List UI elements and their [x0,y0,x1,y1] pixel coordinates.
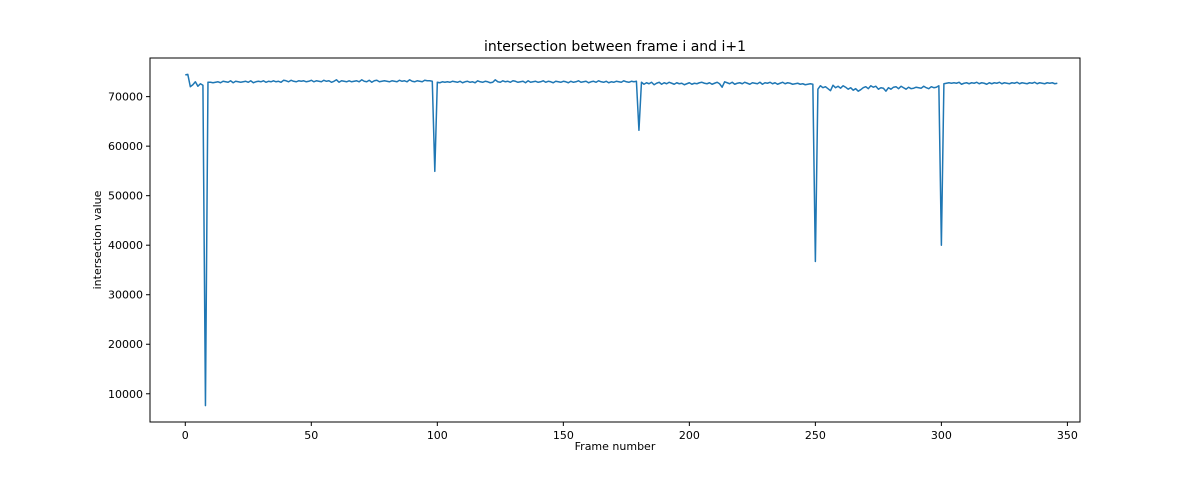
y-tick-label: 50000 [108,190,143,203]
x-tick-label: 100 [427,429,448,442]
series-line-0 [185,73,1058,407]
x-tick-label: 300 [931,429,952,442]
x-tick-label: 350 [1057,429,1078,442]
y-tick-label: 40000 [108,239,143,252]
x-axis-label: Frame number [575,440,656,453]
y-tick-label: 30000 [108,289,143,302]
x-tick-label: 250 [805,429,826,442]
plot-frame [149,57,1081,423]
y-axis-label: intersection value [91,190,104,289]
series-layer [185,73,1058,407]
y-tick-label: 20000 [108,338,143,351]
y-tick-label: 70000 [108,91,143,104]
y-tick-label: 60000 [108,140,143,153]
x-tick-label: 0 [182,429,189,442]
y-tick-label: 10000 [108,388,143,401]
chart-title: intersection between frame i and i+1 [484,39,746,55]
x-tick-label: 200 [679,429,700,442]
x-tick-label: 50 [304,429,318,442]
x-tick-label: 150 [553,429,574,442]
ticks-layer: 0 50 100 150 200 250 300 350 10000 20000 30000 4000… [108,91,1078,442]
